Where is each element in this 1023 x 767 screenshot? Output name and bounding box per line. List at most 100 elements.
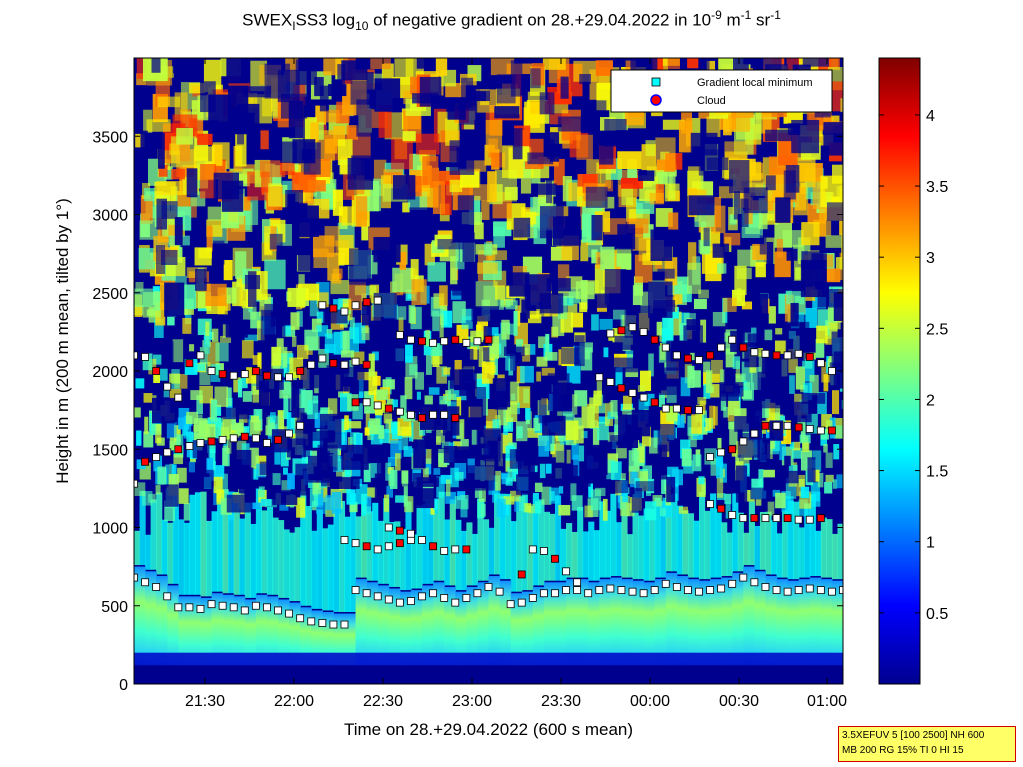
cloud-marker — [296, 367, 305, 375]
gradient-min-marker — [562, 567, 570, 576]
cloud-marker — [739, 343, 748, 352]
gradient-min-marker — [628, 587, 637, 596]
gradient-min-marker — [628, 323, 637, 332]
gradient-min-marker — [606, 329, 615, 338]
gradient-min-marker — [661, 579, 670, 588]
x-tick-label: 21:30 — [185, 693, 225, 710]
y-tick-label: 500 — [101, 599, 128, 616]
gradient-min-marker — [134, 351, 138, 360]
gradient-min-marker — [263, 603, 271, 612]
gradient-min-marker — [141, 353, 149, 361]
cloud-marker — [451, 414, 460, 422]
y-tick-label: 3500 — [92, 129, 128, 146]
cloud-marker — [263, 371, 271, 380]
legend-label: Gradient local minimum — [697, 77, 813, 89]
gradient-min-marker — [728, 579, 737, 588]
gradient-min-marker — [196, 351, 205, 360]
gradient-min-marker — [340, 620, 349, 629]
cloud-marker — [418, 414, 426, 422]
gradient-min-marker — [506, 600, 515, 609]
gradient-min-marker — [152, 453, 161, 461]
colorbar: 0.5 1 1.5 2 2.5 3 3.5 4 — [878, 57, 948, 685]
gradient-min-marker — [761, 583, 770, 591]
gradient-min-marker — [263, 439, 271, 447]
y-tick-label: 2500 — [92, 286, 128, 303]
colorbar-tick-label: 1 — [926, 535, 935, 552]
gradient-min-marker — [828, 367, 836, 375]
gradient-min-marker — [794, 586, 803, 594]
cloud-marker — [650, 335, 659, 344]
info-line-2: MB 200 RG 15% TI 0 HI 15 — [842, 745, 964, 756]
x-tick-label: 00:30 — [719, 693, 759, 710]
gradient-min-marker — [473, 337, 482, 346]
gradient-min-marker — [395, 598, 404, 607]
heatmap-area — [134, 58, 843, 684]
gradient-min-marker — [429, 410, 438, 419]
gradient-min-marker — [750, 578, 759, 587]
gradient-min-marker — [185, 442, 194, 451]
gradient-min-marker — [163, 382, 172, 391]
cloud-marker — [362, 360, 371, 369]
gradient-min-marker — [528, 545, 537, 554]
gradient-min-marker — [340, 360, 349, 369]
cloud-marker — [451, 335, 460, 344]
gradient-min-marker — [706, 586, 714, 594]
legend-box — [610, 69, 833, 113]
gradient-min-marker — [761, 349, 770, 358]
gradient-min-marker — [329, 620, 338, 629]
gradient-min-marker — [551, 589, 559, 598]
cloud-marker — [362, 298, 371, 307]
cloud-marker — [650, 398, 659, 407]
colorbar-tick-label: 0.5 — [926, 606, 948, 623]
gradient-min-marker — [240, 606, 249, 615]
gradient-min-marker — [639, 393, 648, 402]
gradient-min-marker — [407, 410, 415, 419]
gradient-min-marker — [196, 604, 205, 613]
gradient-min-marker — [134, 479, 138, 488]
cloud-marker — [706, 351, 714, 360]
cloud-marker — [251, 367, 260, 375]
gradient-min-marker — [318, 619, 327, 627]
gradient-min-marker — [274, 373, 282, 382]
cloud-marker — [274, 435, 282, 444]
gradient-min-marker — [285, 609, 293, 618]
gradient-min-marker — [384, 523, 393, 532]
gradient-min-marker — [384, 595, 393, 604]
gradient-min-marker — [462, 594, 471, 602]
cloud-marker — [828, 426, 836, 435]
cloud-marker — [141, 457, 149, 466]
gradient-min-marker — [728, 335, 737, 344]
x-tick-label: 01:00 — [807, 693, 847, 710]
gradient-min-marker — [407, 335, 415, 344]
cloud-marker — [794, 423, 803, 432]
cloud-marker — [395, 539, 404, 548]
x-tick-label: 22:30 — [363, 693, 403, 710]
x-tick-label: 23:30 — [541, 693, 581, 710]
markers-layer — [134, 296, 843, 629]
gradient-min-marker — [285, 373, 293, 382]
gradient-min-marker — [251, 434, 260, 443]
cloud-marker — [617, 326, 626, 335]
y-axis-label: Height in m (200 m mean, tilted by 1°) — [53, 198, 72, 484]
gradient-min-marker — [229, 371, 238, 380]
gradient-min-marker — [695, 406, 703, 415]
gradient-min-marker — [296, 421, 305, 430]
y-tick-label: 1000 — [92, 521, 128, 538]
cloud-marker — [218, 370, 227, 379]
gradient-min-marker — [805, 584, 814, 593]
gradient-min-marker — [573, 578, 582, 587]
gradient-min-marker — [495, 587, 504, 596]
gradient-min-marker — [229, 434, 238, 443]
gradient-min-marker — [473, 589, 482, 598]
gradient-min-marker — [174, 393, 183, 402]
cloud-marker — [185, 359, 194, 368]
gradient-min-marker — [373, 545, 382, 554]
cloud-marker — [684, 406, 692, 415]
gradient-min-marker — [839, 586, 843, 594]
gradient-min-marker — [362, 589, 371, 598]
gradient-min-marker — [661, 343, 670, 352]
gradient-min-marker — [163, 592, 172, 601]
gradient-min-marker — [251, 601, 260, 610]
gradient-min-marker — [218, 601, 227, 610]
colorbar-tick-label: 1.5 — [926, 464, 948, 481]
